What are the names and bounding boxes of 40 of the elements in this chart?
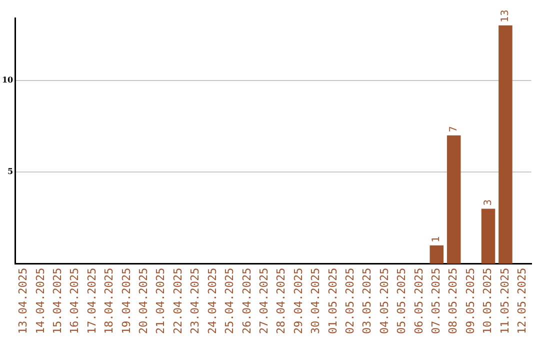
x-tick-label: 09.05.2025: [464, 268, 477, 334]
y-tick-label: 10: [2, 74, 14, 84]
x-tick-label: 16.04.2025: [68, 268, 82, 334]
data-label: 3: [482, 199, 494, 206]
x-tick-label: 14.04.2025: [34, 268, 47, 334]
x-tick-label: 20.04.2025: [137, 268, 150, 334]
x-tick-label: 18.04.2025: [102, 268, 116, 334]
x-tick-label: 25.04.2025: [223, 268, 236, 334]
x-tick-label: 13.04.2025: [16, 268, 30, 334]
x-tick-label: 26.04.2025: [240, 268, 254, 334]
x-tick-label: 21.04.2025: [154, 268, 168, 334]
x-tick-label: 04.05.2025: [378, 268, 391, 334]
data-label: 7: [448, 126, 460, 132]
data-label: 1: [431, 236, 442, 242]
x-tick-label: 15.04.2025: [51, 268, 64, 334]
x-tick-label: 07.05.2025: [430, 268, 443, 334]
x-tick-label: 08.05.2025: [446, 268, 460, 334]
x-tick-label: 05.05.2025: [395, 268, 408, 334]
bar: [446, 135, 461, 264]
y-tick-label: 5: [8, 166, 14, 176]
x-tick-label: 06.05.2025: [412, 268, 426, 334]
x-tick-label: 24.04.2025: [206, 268, 219, 334]
x-tick-label: 19.04.2025: [120, 268, 133, 334]
x-tick-label: 29.04.2025: [292, 268, 305, 334]
x-tick-label: 17.04.2025: [85, 268, 98, 334]
x-tick-label: 28.04.2025: [274, 268, 288, 334]
bar: [430, 245, 444, 264]
x-tick-label: 02.05.2025: [343, 268, 356, 334]
data-label: 13: [500, 10, 512, 22]
x-tick-label: 03.05.2025: [360, 268, 374, 334]
x-tick-label: 10.05.2025: [481, 268, 494, 334]
x-tick-label: 11.05.2025: [498, 268, 512, 334]
x-tick-label: 12.05.2025: [516, 268, 529, 334]
x-tick-label: 01.05.2025: [326, 268, 340, 334]
bar: [498, 25, 512, 264]
x-tick-label: 27.04.2025: [257, 268, 270, 334]
x-tick-label: 30.04.2025: [309, 268, 322, 334]
bar: [481, 208, 496, 264]
x-tick-label: 23.04.2025: [188, 268, 202, 334]
x-tick-label: 22.04.2025: [171, 268, 184, 334]
